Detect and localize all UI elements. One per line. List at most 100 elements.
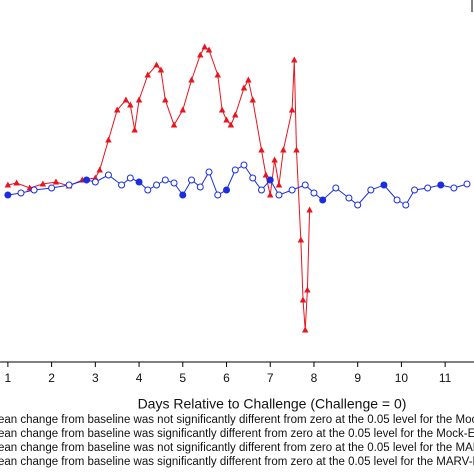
- marker: [380, 181, 388, 189]
- marker: [205, 46, 213, 53]
- x-tick-label: 4: [136, 371, 143, 385]
- marker: [393, 196, 401, 204]
- marker: [30, 186, 38, 194]
- marker: [162, 96, 169, 103]
- marker: [48, 184, 56, 192]
- marker: [205, 168, 213, 176]
- marker: [104, 171, 112, 179]
- marker: [179, 191, 187, 199]
- marker: [91, 178, 99, 186]
- x-tick-label: 5: [179, 371, 186, 385]
- marker: [223, 116, 230, 123]
- x-tick-label: 8: [311, 371, 318, 385]
- marker: [275, 191, 283, 199]
- x-tick-label: 2: [48, 371, 55, 385]
- footnote: ean change from baseline was significant…: [0, 428, 474, 440]
- marker: [122, 96, 130, 103]
- marker: [249, 174, 257, 182]
- marker: [188, 76, 195, 83]
- marker: [223, 186, 231, 194]
- x-tick-label: 3: [92, 371, 99, 385]
- marker: [271, 156, 278, 163]
- marker: [127, 101, 134, 108]
- footnote: ean change from baseline was significant…: [0, 456, 474, 468]
- marker: [83, 176, 91, 184]
- marker: [319, 196, 327, 204]
- x-axis-label: Days Relative to Challenge (Challenge = …: [138, 396, 407, 412]
- marker: [188, 176, 196, 184]
- marker: [196, 183, 204, 191]
- marker: [65, 181, 73, 189]
- x-tick-label: 9: [354, 371, 361, 385]
- footnote: ean change from baseline was not signifi…: [0, 414, 474, 426]
- marker: [214, 191, 222, 199]
- marker: [231, 166, 239, 174]
- marker: [118, 181, 126, 189]
- marker: [402, 201, 410, 209]
- marker: [157, 66, 165, 73]
- x-tick-label: 10: [395, 371, 409, 385]
- marker: [131, 126, 138, 133]
- marker: [4, 181, 12, 188]
- marker: [332, 184, 340, 192]
- marker: [411, 186, 419, 194]
- marker: [105, 136, 112, 143]
- marker: [266, 176, 274, 184]
- marker: [179, 106, 186, 113]
- marker: [39, 180, 47, 187]
- marker: [293, 146, 300, 153]
- marker: [135, 96, 143, 103]
- marker: [345, 194, 353, 202]
- marker: [258, 146, 265, 153]
- marker: [437, 181, 445, 189]
- marker: [306, 206, 313, 213]
- marker: [291, 56, 298, 63]
- marker: [153, 61, 160, 68]
- marker: [257, 186, 265, 194]
- marker: [424, 184, 432, 192]
- marker: [288, 106, 296, 113]
- marker: [240, 161, 248, 169]
- marker: [96, 166, 103, 173]
- marker: [288, 186, 296, 194]
- marker: [367, 186, 375, 194]
- footnote: ean change from baseline was not signifi…: [0, 442, 474, 454]
- marker: [450, 184, 458, 192]
- marker: [301, 181, 309, 189]
- marker: [463, 180, 471, 188]
- marker: [13, 179, 20, 186]
- marker: [227, 121, 235, 128]
- marker: [354, 201, 362, 209]
- marker: [17, 189, 25, 197]
- marker: [170, 179, 178, 187]
- x-tick-label: 11: [439, 371, 452, 385]
- marker: [113, 106, 121, 113]
- marker: [275, 181, 283, 188]
- marker: [249, 96, 256, 103]
- marker: [280, 146, 287, 153]
- x-tick-label: 6: [223, 371, 230, 385]
- marker: [299, 296, 307, 303]
- marker: [297, 236, 305, 243]
- marker: [126, 174, 134, 182]
- marker: [153, 181, 161, 189]
- marker: [310, 189, 318, 197]
- marker: [144, 71, 151, 78]
- marker: [232, 111, 239, 118]
- marker: [218, 106, 226, 113]
- marker: [4, 191, 12, 199]
- marker: [197, 51, 204, 58]
- marker: [304, 286, 311, 293]
- marker: [201, 43, 208, 50]
- marker: [240, 84, 248, 91]
- marker: [214, 71, 221, 78]
- marker: [302, 326, 309, 333]
- marker: [170, 121, 178, 128]
- x-tick-label: 1: [5, 371, 12, 385]
- marker: [161, 176, 169, 184]
- marker: [135, 178, 143, 186]
- marker: [267, 191, 274, 198]
- marker: [245, 76, 252, 83]
- x-tick-label: 7: [267, 371, 274, 385]
